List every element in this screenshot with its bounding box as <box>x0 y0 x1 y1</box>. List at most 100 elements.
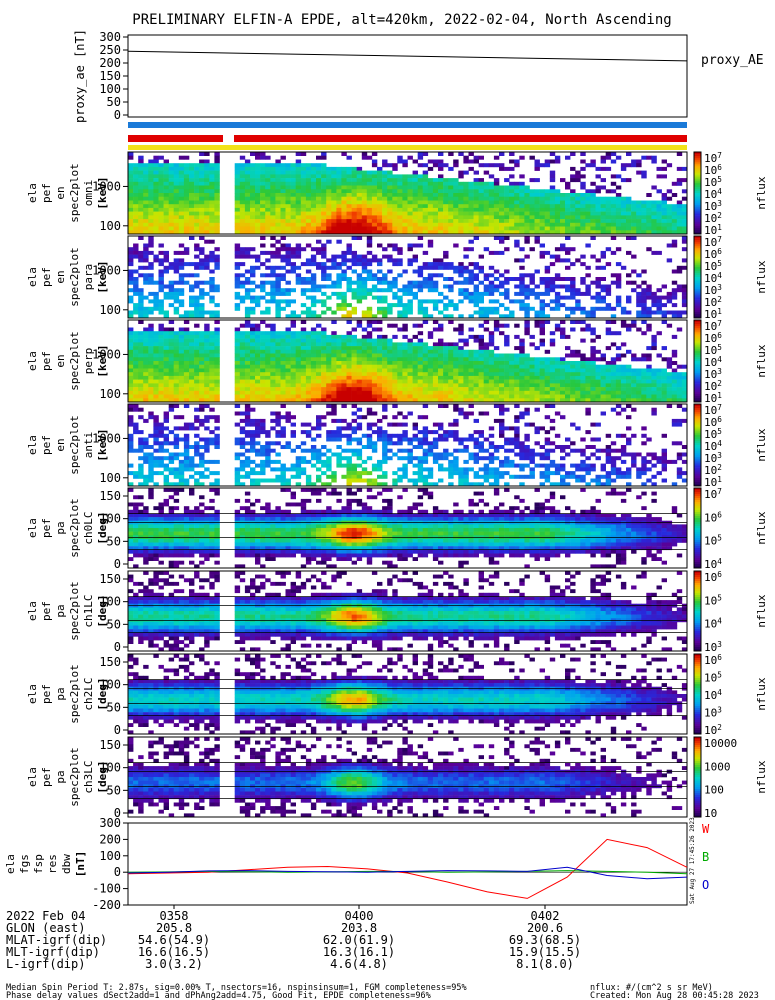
heatmap-cell <box>316 230 322 235</box>
heatmap-cell <box>173 357 180 362</box>
heatmap-cell <box>275 215 281 220</box>
colorbar-segment <box>694 231 701 235</box>
heatmap-cell <box>539 364 545 369</box>
heatmap-cell <box>194 303 200 308</box>
heatmap-cell <box>361 226 368 231</box>
heatmap-cell <box>295 334 302 339</box>
heatmap-cell <box>422 204 429 209</box>
heatmap-cell <box>615 230 622 235</box>
heatmap-cell <box>143 295 149 300</box>
heatmap-cell <box>209 387 215 392</box>
heatmap-cell <box>488 288 495 293</box>
heatmap-cell <box>194 211 200 216</box>
heatmap-cell <box>244 368 251 373</box>
heatmap-cell <box>153 346 159 351</box>
heatmap-cell <box>341 273 347 278</box>
heatmap-cell <box>432 284 439 289</box>
heatmap-cell <box>397 215 403 220</box>
heatmap-cell <box>560 383 566 388</box>
heatmap-cell <box>244 207 251 212</box>
heatmap-cell <box>524 273 530 278</box>
heatmap-cell <box>585 193 591 197</box>
heatmap-cell <box>499 215 505 220</box>
heatmap-cell <box>448 178 454 183</box>
heatmap-cell <box>575 320 581 324</box>
heatmap-cell <box>260 375 266 380</box>
heatmap-cell <box>148 346 154 351</box>
heatmap-cell <box>260 219 266 224</box>
heatmap-cell <box>595 230 601 235</box>
heatmap-cell <box>178 273 185 278</box>
heatmap-cell <box>580 211 586 216</box>
heatmap-cell <box>128 288 134 293</box>
heatmap-cell <box>509 185 515 190</box>
heatmap-cell <box>565 211 571 216</box>
heatmap-cell <box>321 155 327 160</box>
heatmap-cell <box>651 372 657 377</box>
colorbar-segment <box>694 248 701 251</box>
heatmap-cell <box>468 390 474 395</box>
heatmap-cell <box>615 280 622 285</box>
heatmap-cell <box>463 230 469 235</box>
heatmap-cell <box>321 375 327 380</box>
heatmap-cell <box>504 280 510 285</box>
heatmap-cell <box>366 258 373 263</box>
heatmap-cell <box>158 219 164 224</box>
heatmap-cell <box>473 211 479 216</box>
heatmap-cell <box>173 372 180 377</box>
heatmap-cell <box>351 327 357 332</box>
heatmap-cell <box>661 207 667 212</box>
heatmap-cell <box>631 398 637 403</box>
heatmap-cell <box>133 284 139 289</box>
heatmap-cell <box>244 204 251 209</box>
heatmap-cell <box>310 189 317 194</box>
heatmap-cell <box>189 284 195 289</box>
heatmap-cell <box>432 361 439 365</box>
heatmap-cell <box>610 331 617 336</box>
heatmap-cell <box>646 387 652 392</box>
heatmap-cell <box>432 230 439 235</box>
heatmap-cell <box>549 375 556 380</box>
heatmap-cell <box>158 390 164 395</box>
heatmap-cell <box>382 247 388 252</box>
heatmap-cell <box>128 331 134 336</box>
heatmap-cell <box>387 379 393 384</box>
heatmap-cell <box>438 368 444 373</box>
heatmap-cell <box>453 387 459 392</box>
colorbar-segment <box>694 371 701 374</box>
heatmap-cell <box>234 306 241 311</box>
heatmap-cell <box>178 357 185 362</box>
heatmap-cell <box>209 185 215 190</box>
heatmap-cell <box>128 280 134 285</box>
heatmap-cell <box>544 159 551 164</box>
heatmap-cell <box>646 357 652 362</box>
heatmap-cell <box>143 273 149 278</box>
heatmap-cell <box>300 170 307 175</box>
heatmap-cell <box>666 226 673 231</box>
heatmap-cell <box>473 353 479 358</box>
heatmap-cell <box>656 295 662 300</box>
heatmap-cell <box>148 219 154 224</box>
heatmap-cell <box>128 398 134 403</box>
heatmap-cell <box>432 299 439 304</box>
heatmap-cell <box>565 284 571 289</box>
heatmap-cell <box>554 375 561 380</box>
heatmap-cell <box>529 155 535 160</box>
heatmap-cell <box>585 383 591 388</box>
heatmap-cell <box>255 178 261 183</box>
colorbar-segment <box>694 293 701 296</box>
heatmap-cell <box>250 323 256 328</box>
heatmap-cell <box>422 372 429 377</box>
heatmap-cell <box>265 155 271 160</box>
heatmap-cell <box>128 349 134 354</box>
heatmap-cell <box>265 323 271 328</box>
heatmap-cell <box>361 310 368 315</box>
heatmap-cell <box>371 349 378 354</box>
heatmap-cell <box>173 361 180 365</box>
heatmap-cell <box>244 230 251 235</box>
heatmap-cell <box>382 398 388 403</box>
heatmap-cell <box>468 387 474 392</box>
heatmap-cell <box>656 383 662 388</box>
heatmap-cell <box>214 178 220 183</box>
heatmap-cell <box>356 236 363 240</box>
